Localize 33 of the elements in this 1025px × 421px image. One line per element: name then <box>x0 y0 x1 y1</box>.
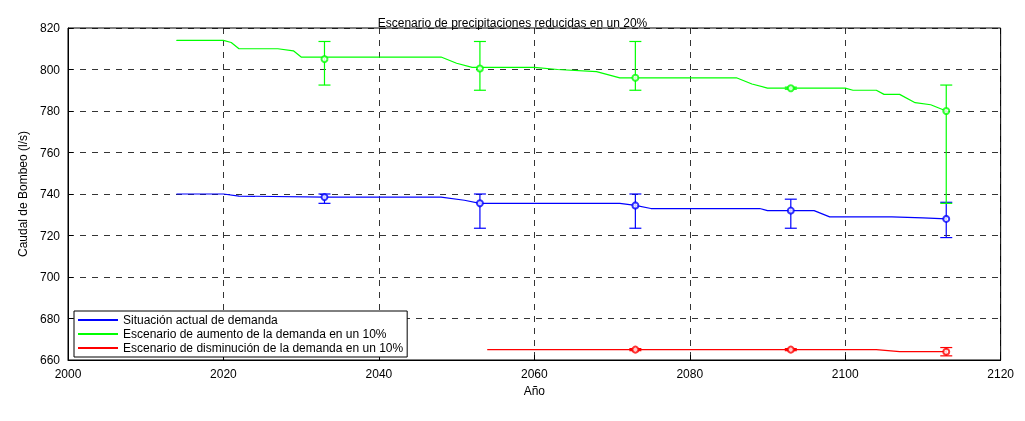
point <box>942 214 951 223</box>
y-tick-label: 800 <box>39 62 61 77</box>
y-tick-label: 760 <box>39 145 61 160</box>
point <box>631 201 640 210</box>
x-tick-label: 2040 <box>365 367 393 381</box>
y-tick-label: 700 <box>39 270 61 284</box>
point <box>475 199 484 208</box>
point <box>320 55 329 64</box>
y-tick-label: 660 <box>39 353 61 367</box>
point <box>786 345 795 354</box>
point <box>631 73 640 82</box>
point <box>475 64 484 73</box>
point <box>786 206 795 215</box>
x-tick-label: 2120 <box>987 367 1015 381</box>
legend-label: Escenario de disminución de la demanda en un 10% <box>123 341 404 355</box>
chart-title: Escenario de precipitaciones reducidas en un 20% <box>377 16 648 30</box>
legend-label: Escenario de aumento de la demanda en un 10% <box>123 327 387 341</box>
y-tick-label: 820 <box>39 21 61 35</box>
point <box>786 84 795 93</box>
y-tick-label: 780 <box>39 104 61 118</box>
x-tick-label: 2060 <box>520 367 548 381</box>
x-tick-label: 2000 <box>54 367 82 381</box>
point <box>942 107 951 115</box>
y-tick-label: 680 <box>39 311 61 326</box>
y-axis-title: Caudal de Bombeo (l/s) <box>16 130 31 258</box>
legend-label: Situación actual de demanda <box>123 313 279 327</box>
x-tick-label: 2100 <box>831 367 859 381</box>
x-axis-title: Año <box>523 383 546 398</box>
x-tick-label: 2020 <box>210 367 238 381</box>
point <box>631 345 640 354</box>
y-tick-label: 720 <box>39 228 61 243</box>
x-tick-label: 2080 <box>676 367 704 381</box>
y-tick-label: 740 <box>39 187 61 201</box>
